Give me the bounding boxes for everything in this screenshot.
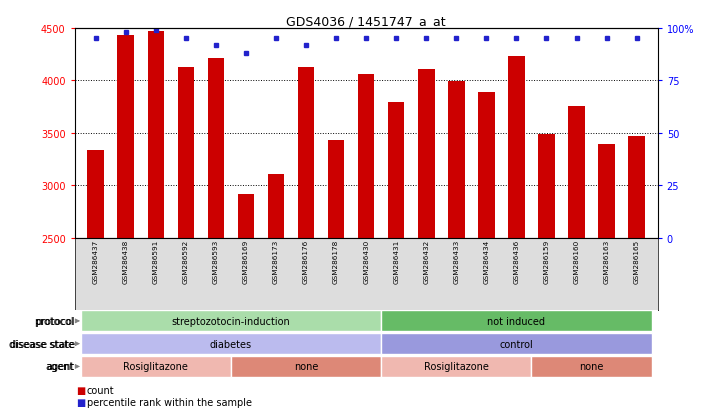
Text: GSM286159: GSM286159 (543, 240, 550, 284)
Bar (117, 36, 134, 413)
Bar (208, 59, 224, 413)
Text: control: control (500, 339, 533, 349)
Text: Rosiglitazone: Rosiglitazone (124, 361, 188, 372)
Bar (298, 68, 314, 413)
Text: Rosiglitazone: Rosiglitazone (424, 361, 488, 372)
Bar (478, 93, 495, 413)
Text: ■: ■ (76, 397, 85, 407)
Bar (80, 311, 381, 332)
Bar (237, 194, 255, 413)
Text: GSM286433: GSM286433 (454, 240, 459, 284)
Text: GSM286160: GSM286160 (574, 240, 579, 284)
Bar (508, 57, 525, 413)
Text: GSM286591: GSM286591 (153, 240, 159, 284)
Title: GDS4036 / 1451747_a_at: GDS4036 / 1451747_a_at (287, 15, 446, 28)
Text: none: none (579, 361, 604, 372)
Text: GSM286163: GSM286163 (604, 240, 609, 284)
Bar (268, 174, 284, 413)
Bar (358, 75, 375, 413)
Bar (448, 82, 464, 413)
Text: GSM286434: GSM286434 (483, 240, 489, 284)
Bar (178, 68, 194, 413)
Text: protocol: protocol (34, 316, 74, 326)
Bar (381, 311, 652, 332)
Text: agent: agent (46, 361, 79, 372)
Text: none: none (294, 361, 319, 372)
Bar (381, 356, 531, 377)
Text: count: count (87, 385, 114, 395)
Bar (80, 356, 231, 377)
Bar (418, 70, 434, 413)
Text: ■: ■ (76, 385, 85, 395)
Text: GSM286430: GSM286430 (363, 240, 369, 284)
Text: GSM286165: GSM286165 (634, 240, 640, 284)
Bar (328, 141, 344, 413)
Text: GSM286437: GSM286437 (92, 240, 99, 284)
Bar (599, 145, 615, 413)
Bar (231, 356, 381, 377)
Text: diabetes: diabetes (210, 339, 252, 349)
Text: GSM286592: GSM286592 (183, 240, 189, 284)
Text: GSM286438: GSM286438 (123, 240, 129, 284)
Text: GSM286173: GSM286173 (273, 240, 279, 284)
Bar (568, 106, 585, 413)
Bar (531, 356, 652, 377)
Bar (381, 333, 652, 354)
Bar (80, 333, 381, 354)
Text: GSM286169: GSM286169 (243, 240, 249, 284)
Text: percentile rank within the sample: percentile rank within the sample (87, 397, 252, 407)
Text: GSM286436: GSM286436 (513, 240, 520, 284)
Text: agent: agent (46, 361, 74, 372)
Text: GSM286431: GSM286431 (393, 240, 399, 284)
Bar (148, 32, 164, 413)
Text: GSM286432: GSM286432 (423, 240, 429, 284)
Bar (388, 103, 405, 413)
Bar (629, 137, 645, 413)
Text: GSM286178: GSM286178 (333, 240, 339, 284)
Text: streptozotocin-induction: streptozotocin-induction (171, 316, 290, 326)
Bar (87, 150, 104, 413)
Text: protocol: protocol (35, 316, 79, 326)
Text: disease state: disease state (9, 339, 79, 349)
Text: disease state: disease state (9, 339, 74, 349)
Text: GSM286176: GSM286176 (303, 240, 309, 284)
Text: GSM286593: GSM286593 (213, 240, 219, 284)
Text: not induced: not induced (488, 316, 545, 326)
Bar (538, 135, 555, 413)
